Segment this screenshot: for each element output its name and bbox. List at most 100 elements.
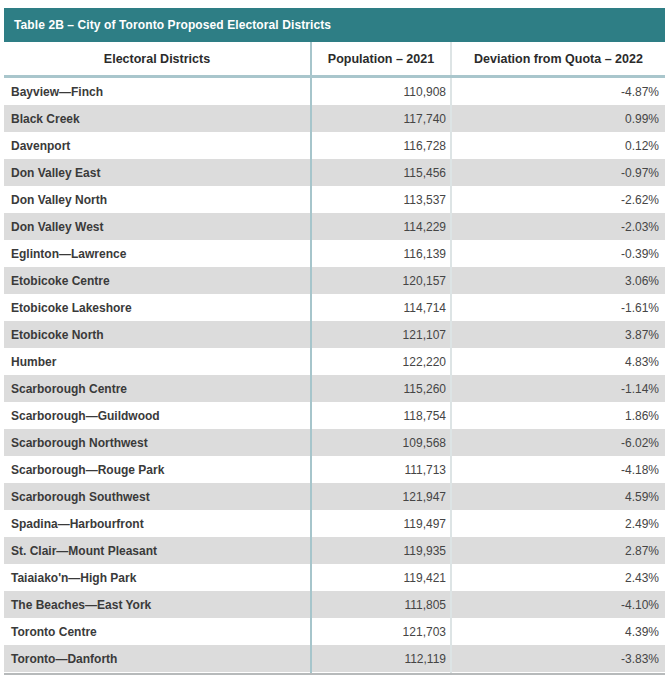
table-title-bar: Table 2B – City of Toronto Proposed Elec…	[4, 8, 665, 42]
district-cell: Humber	[4, 348, 310, 375]
district-cell: Scarborough—Rouge Park	[4, 456, 310, 483]
district-cell: The Beaches—East York	[4, 591, 310, 618]
district-cell: Scarborough Southwest	[4, 483, 310, 510]
table-title: Table 2B – City of Toronto Proposed Elec…	[14, 18, 331, 32]
deviation-cell: 2.49%	[450, 510, 665, 537]
table-row: Taiaiako'n—High Park119,4212.43%	[4, 564, 665, 591]
deviation-cell: -4.10%	[450, 591, 665, 618]
district-cell: Scarborough Centre	[4, 375, 310, 402]
table-row: Etobicoke North121,1073.87%	[4, 321, 665, 348]
table-row: Bayview—Finch110,908-4.87%	[4, 78, 665, 105]
table-row: Don Valley West114,229-2.03%	[4, 213, 665, 240]
deviation-cell: 4.59%	[450, 483, 665, 510]
district-cell: Etobicoke Centre	[4, 267, 310, 294]
deviation-cell: 0.12%	[450, 132, 665, 159]
table-row: Black Creek117,7400.99%	[4, 105, 665, 132]
table-row: Don Valley East115,456-0.97%	[4, 159, 665, 186]
district-cell: Bayview—Finch	[4, 78, 310, 105]
population-cell: 111,805	[310, 591, 450, 618]
district-cell: Toronto Centre	[4, 618, 310, 645]
table-row: St. Clair—Mount Pleasant119,9352.87%	[4, 537, 665, 564]
population-cell: 116,139	[310, 240, 450, 267]
district-cell: Toronto—Danforth	[4, 645, 310, 672]
table-row: Humber122,2204.83%	[4, 348, 665, 375]
deviation-cell: -2.62%	[450, 186, 665, 213]
deviation-cell: -0.39%	[450, 240, 665, 267]
population-cell: 114,714	[310, 294, 450, 321]
table-row: Eglinton—Lawrence116,139-0.39%	[4, 240, 665, 267]
district-cell: Taiaiako'n—High Park	[4, 564, 310, 591]
deviation-cell: -4.87%	[450, 78, 665, 105]
population-cell: 118,754	[310, 402, 450, 429]
table-row: Scarborough—Rouge Park111,713-4.18%	[4, 456, 665, 483]
district-cell: Etobicoke North	[4, 321, 310, 348]
column-header-deviation-from-quota-2022: Deviation from Quota – 2022	[450, 42, 665, 75]
deviation-cell: -6.02%	[450, 429, 665, 456]
deviation-cell: -3.83%	[450, 645, 665, 672]
population-cell: 119,421	[310, 564, 450, 591]
table-row: Toronto Centre121,7034.39%	[4, 618, 665, 645]
district-cell: Scarborough Northwest	[4, 429, 310, 456]
deviation-cell: -1.61%	[450, 294, 665, 321]
population-cell: 119,497	[310, 510, 450, 537]
district-cell: Don Valley West	[4, 213, 310, 240]
partial-district-cell	[4, 672, 310, 673]
partial-deviation-cell	[450, 672, 665, 673]
electoral-districts-table: Table 2B – City of Toronto Proposed Elec…	[4, 8, 665, 675]
population-cell: 121,107	[310, 321, 450, 348]
district-cell: Spadina—Harbourfront	[4, 510, 310, 537]
population-cell: 117,740	[310, 105, 450, 132]
table-row: Davenport116,7280.12%	[4, 132, 665, 159]
deviation-cell: -2.03%	[450, 213, 665, 240]
deviation-cell: -0.97%	[450, 159, 665, 186]
district-cell: Davenport	[4, 132, 310, 159]
deviation-cell: 0.99%	[450, 105, 665, 132]
partial-next-row	[4, 672, 665, 675]
district-cell: Don Valley East	[4, 159, 310, 186]
population-cell: 116,728	[310, 132, 450, 159]
table-header-row: Electoral Districts Population – 2021 De…	[4, 42, 665, 78]
population-cell: 115,456	[310, 159, 450, 186]
deviation-cell: -1.14%	[450, 375, 665, 402]
population-cell: 109,568	[310, 429, 450, 456]
table-row: Etobicoke Centre120,1573.06%	[4, 267, 665, 294]
deviation-cell: -4.18%	[450, 456, 665, 483]
column-header-electoral-districts: Electoral Districts	[4, 42, 310, 75]
partial-population-cell	[310, 672, 450, 673]
district-cell: Black Creek	[4, 105, 310, 132]
population-cell: 113,537	[310, 186, 450, 213]
column-header-population-2021: Population – 2021	[310, 42, 450, 75]
population-cell: 110,908	[310, 78, 450, 105]
deviation-cell: 4.39%	[450, 618, 665, 645]
table-row: Spadina—Harbourfront119,4972.49%	[4, 510, 665, 537]
deviation-cell: 3.87%	[450, 321, 665, 348]
population-cell: 111,713	[310, 456, 450, 483]
population-cell: 112,119	[310, 645, 450, 672]
deviation-cell: 1.86%	[450, 402, 665, 429]
population-cell: 114,229	[310, 213, 450, 240]
table-row: Etobicoke Lakeshore114,714-1.61%	[4, 294, 665, 321]
population-cell: 119,935	[310, 537, 450, 564]
population-cell: 120,157	[310, 267, 450, 294]
table-row: Don Valley North113,537-2.62%	[4, 186, 665, 213]
district-cell: St. Clair—Mount Pleasant	[4, 537, 310, 564]
district-cell: Eglinton—Lawrence	[4, 240, 310, 267]
table-row: Scarborough Southwest121,9474.59%	[4, 483, 665, 510]
population-cell: 115,260	[310, 375, 450, 402]
district-cell: Etobicoke Lakeshore	[4, 294, 310, 321]
population-cell: 121,703	[310, 618, 450, 645]
deviation-cell: 2.43%	[450, 564, 665, 591]
table-row: Scarborough—Guildwood118,7541.86%	[4, 402, 665, 429]
population-cell: 121,947	[310, 483, 450, 510]
district-cell: Scarborough—Guildwood	[4, 402, 310, 429]
table-body: Bayview—Finch110,908-4.87%Black Creek117…	[4, 78, 665, 672]
table-row: Toronto—Danforth112,119-3.83%	[4, 645, 665, 672]
table-row: Scarborough Centre115,260-1.14%	[4, 375, 665, 402]
district-cell: Don Valley North	[4, 186, 310, 213]
deviation-cell: 2.87%	[450, 537, 665, 564]
table-row: Scarborough Northwest109,568-6.02%	[4, 429, 665, 456]
deviation-cell: 4.83%	[450, 348, 665, 375]
deviation-cell: 3.06%	[450, 267, 665, 294]
population-cell: 122,220	[310, 348, 450, 375]
table-row: The Beaches—East York111,805-4.10%	[4, 591, 665, 618]
